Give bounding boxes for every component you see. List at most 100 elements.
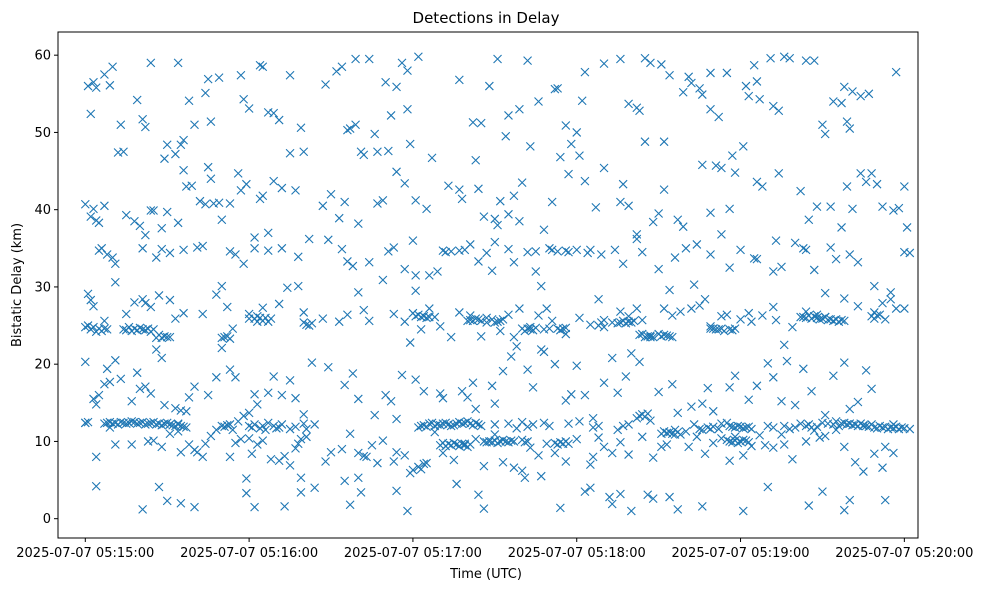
detection-point	[465, 315, 475, 325]
detection-point	[299, 147, 309, 157]
detection-point	[618, 259, 628, 269]
detection-point	[646, 416, 655, 425]
detection-point	[531, 247, 541, 256]
detection-point	[100, 379, 109, 389]
detection-point	[616, 489, 625, 499]
detection-point	[83, 321, 93, 330]
detection-point	[755, 94, 765, 104]
detection-point	[752, 177, 762, 187]
detection-point	[203, 74, 213, 84]
detection-point	[80, 418, 90, 428]
detection-point	[190, 502, 199, 512]
detection-point	[875, 310, 885, 320]
detection-point	[373, 458, 382, 468]
detection-point	[637, 315, 647, 325]
detection-point	[561, 457, 571, 466]
detection-point	[220, 422, 229, 432]
detection-point	[173, 427, 183, 436]
detection-point	[897, 423, 907, 432]
detection-point	[872, 179, 882, 189]
detection-point	[108, 62, 117, 72]
detection-point	[490, 430, 500, 439]
detection-point	[547, 245, 557, 255]
detection-point	[244, 421, 254, 431]
detection-point	[435, 321, 445, 331]
detection-point	[282, 283, 292, 293]
detection-point	[468, 378, 478, 388]
detection-point	[697, 90, 707, 99]
detection-point	[258, 436, 268, 446]
detection-point	[435, 420, 445, 430]
detection-point	[708, 406, 718, 416]
detection-point	[673, 505, 683, 514]
detection-point	[285, 424, 295, 434]
detection-point	[779, 421, 789, 431]
detection-point	[722, 435, 732, 445]
detection-point	[878, 298, 887, 308]
detection-point	[86, 295, 96, 305]
detection-point	[446, 421, 456, 431]
detection-point	[493, 54, 502, 64]
detection-point	[119, 147, 128, 157]
x-tick-label: 2025-07-07 05:16:00	[180, 546, 318, 561]
detection-point	[370, 129, 380, 139]
detection-point	[517, 466, 527, 476]
detection-point	[504, 244, 513, 254]
detection-point	[266, 454, 276, 464]
detection-point	[250, 233, 259, 242]
detection-point	[250, 243, 259, 253]
detection-point	[665, 492, 674, 502]
detection-point	[416, 464, 426, 474]
detection-point	[187, 181, 197, 191]
detection-point	[241, 179, 251, 189]
detection-point	[190, 120, 199, 130]
detection-point	[326, 189, 336, 199]
detection-point	[116, 374, 126, 384]
detection-point	[179, 422, 188, 432]
detection-point	[307, 358, 317, 368]
detection-point	[454, 75, 464, 85]
detection-point	[599, 378, 609, 388]
detection-point	[550, 448, 560, 458]
detection-point	[291, 422, 300, 432]
detection-point	[585, 245, 595, 255]
detection-point	[523, 422, 532, 432]
detection-point	[845, 250, 855, 259]
detection-point	[531, 323, 541, 333]
detection-point	[203, 162, 213, 172]
detection-point	[353, 287, 363, 297]
detection-point	[201, 88, 210, 98]
detection-point	[293, 439, 303, 449]
detection-point	[509, 191, 519, 201]
detection-point	[217, 215, 227, 225]
detection-point	[725, 421, 735, 431]
detection-point	[637, 432, 647, 442]
y-tick-label: 60	[34, 49, 51, 64]
detection-point	[689, 280, 699, 290]
detection-point	[665, 427, 674, 437]
detection-point	[413, 423, 423, 432]
detection-point	[869, 281, 879, 291]
detection-point	[146, 206, 156, 215]
detection-point	[424, 270, 434, 280]
detection-point	[744, 91, 754, 101]
detection-point	[869, 423, 879, 432]
detection-point	[747, 441, 756, 451]
detection-point	[296, 434, 306, 444]
detection-point	[80, 322, 90, 332]
detection-point	[250, 389, 259, 399]
detection-point	[291, 393, 300, 403]
detection-point	[228, 425, 238, 435]
detection-point	[528, 382, 538, 392]
detection-point	[667, 332, 677, 342]
detection-point	[717, 163, 726, 173]
detection-point	[812, 422, 822, 432]
detection-point	[277, 390, 287, 400]
detection-point	[905, 424, 915, 434]
detection-point	[665, 70, 674, 80]
detection-point	[648, 332, 658, 342]
detection-point	[708, 438, 718, 448]
detection-point	[424, 312, 434, 322]
detection-point	[801, 437, 811, 446]
